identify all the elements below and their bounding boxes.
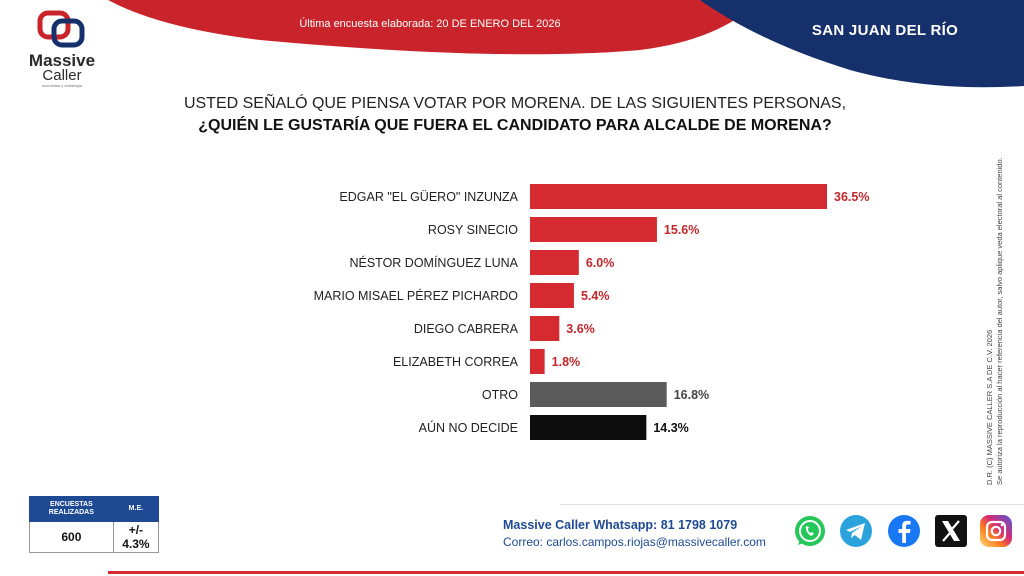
value-label: 3.6% xyxy=(566,322,595,336)
category-label: DIEGO CABRERA xyxy=(414,322,519,336)
whatsapp-icon[interactable] xyxy=(792,513,828,549)
brand-name-line2: Caller xyxy=(42,67,82,84)
bar xyxy=(530,382,667,407)
bottom-accent-line xyxy=(108,571,1024,574)
telegram-icon[interactable] xyxy=(838,513,874,549)
value-label: 16.8% xyxy=(674,388,709,402)
brand-logo: Massive Caller encuestas y estrategia xyxy=(22,10,102,90)
category-label: MARIO MISAEL PÉREZ PICHARDO xyxy=(314,288,519,303)
facebook-icon[interactable] xyxy=(886,513,922,549)
value-label: 6.0% xyxy=(586,256,615,270)
x-icon[interactable] xyxy=(933,513,969,549)
bar xyxy=(530,349,545,374)
bar-chart: EDGAR "EL GÜERO" INZUNZA 36.5% ROSY SINECI… xyxy=(314,184,869,440)
contact-whatsapp: Massive Caller Whatsapp: 81 1798 1079 xyxy=(503,518,738,532)
instagram-icon[interactable] xyxy=(978,513,1014,549)
question-line1: USTED SEÑALÓ QUE PIENSA VOTAR POR MORENA… xyxy=(183,95,847,112)
brand-tagline: encuestas y estrategia xyxy=(41,83,83,88)
bar xyxy=(530,316,560,341)
survey-date: Última encuesta elaborada: 20 DE ENERO D… xyxy=(299,18,561,30)
bar xyxy=(530,184,827,209)
surveys-header: ENCUESTAS REALIZADAS xyxy=(29,496,114,522)
surveys-value: 600 xyxy=(29,521,114,553)
value-label: 14.3% xyxy=(653,421,688,435)
category-label: OTRO xyxy=(482,388,518,402)
contact-email: Correo: carlos.campos.riojas@massivecall… xyxy=(503,535,766,549)
value-label: 36.5% xyxy=(834,190,869,204)
copyright-line1: D.R. (C) MASSIVE CALLER S.A DE C.V. 2026 xyxy=(985,329,994,485)
category-label: ROSY SINECIO xyxy=(428,223,518,237)
bar xyxy=(530,217,657,242)
margin-error-value: +/- 4.3% xyxy=(112,521,160,553)
bar xyxy=(530,415,647,440)
bar xyxy=(530,250,579,275)
question-line2: ¿QUIÉN LE GUSTARÍA QUE FUERA EL CANDIDAT… xyxy=(198,117,832,134)
category-label: ELIZABETH CORREA xyxy=(393,355,519,369)
category-label: NÉSTOR DOMÍNGUEZ LUNA xyxy=(349,255,518,270)
value-label: 5.4% xyxy=(581,289,610,303)
brand-name-line1: Massive xyxy=(28,51,96,70)
city-title: SAN JUAN DEL RÍO xyxy=(811,22,959,39)
survey-stats-table: ENCUESTAS REALIZADAS M.E. 600 +/- 4.3% xyxy=(29,496,160,553)
category-label: EDGAR "EL GÜERO" INZUNZA xyxy=(339,190,518,204)
copyright-line2: Se autoriza la reproducción al hacer ref… xyxy=(995,157,1004,485)
header-navy-extension xyxy=(700,0,1024,88)
logo-icon xyxy=(36,10,88,50)
value-label: 1.8% xyxy=(552,355,581,369)
margin-error-header: M.E. xyxy=(112,496,160,522)
header-red-swoosh xyxy=(108,0,760,55)
bar xyxy=(530,283,574,308)
footer-divider xyxy=(560,504,1024,505)
value-label: 15.6% xyxy=(664,223,699,237)
category-label: AÚN NO DECIDE xyxy=(419,420,518,435)
copyright-note: D.R. (C) MASSIVE CALLER S.A DE C.V. 2026… xyxy=(985,105,1005,485)
